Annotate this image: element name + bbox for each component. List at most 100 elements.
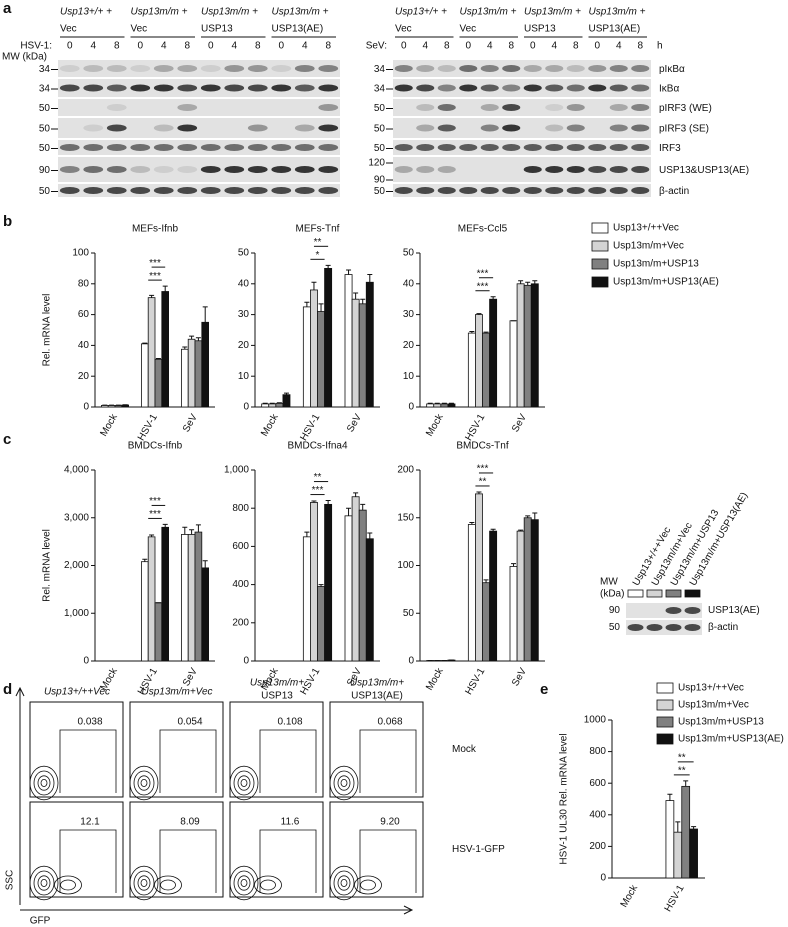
column-header: Usp13+/++Vec <box>44 687 110 698</box>
y-tick-label: 30 <box>403 309 415 320</box>
contour <box>340 879 348 888</box>
y-tick-label: 40 <box>238 278 250 289</box>
chart-title: MEFs-Tnf <box>296 224 340 235</box>
band <box>545 104 564 111</box>
band <box>665 624 682 631</box>
mw-header: MW (kDa) <box>2 52 47 63</box>
band <box>130 84 151 92</box>
mw-header: (kDa) <box>600 589 624 600</box>
error-bar <box>189 529 195 535</box>
band <box>416 104 435 111</box>
error-bar <box>304 531 310 537</box>
band <box>609 166 628 173</box>
y-tick-label: 0 <box>83 656 89 667</box>
contour <box>137 875 151 891</box>
band <box>416 166 435 173</box>
band <box>437 187 456 194</box>
flow-plot <box>329 801 424 898</box>
band <box>294 187 315 194</box>
mw-label: 50 <box>39 186 51 197</box>
error-bar <box>182 526 188 535</box>
band <box>502 65 521 72</box>
error-bar <box>142 342 148 344</box>
y-tick-label: 4,000 <box>64 465 89 476</box>
bar <box>140 343 149 408</box>
bar <box>310 289 318 408</box>
x-tick-label: Mock <box>98 411 120 438</box>
band <box>631 65 650 72</box>
band <box>224 187 245 194</box>
y-axis-label: HSV-1 UL30 Rel. mRNA level <box>559 733 570 864</box>
time-label: 8 <box>508 41 514 52</box>
legend-swatch <box>591 276 609 288</box>
blot-strip <box>626 620 702 635</box>
sig-stars: *** <box>149 271 161 282</box>
band <box>437 144 456 151</box>
band <box>83 144 104 151</box>
bar <box>447 403 456 408</box>
band <box>480 144 499 151</box>
band <box>271 144 292 151</box>
bar <box>344 515 353 662</box>
genotype-label: Usp13m/m + <box>131 7 188 18</box>
time-label: 4 <box>551 41 557 52</box>
band <box>545 144 564 151</box>
contour <box>233 870 255 896</box>
column-swatch <box>646 589 663 598</box>
panel-label: b <box>3 213 12 230</box>
band <box>502 124 521 132</box>
error-bar <box>490 528 496 532</box>
gate-value: 12.1 <box>80 817 100 828</box>
bar <box>516 530 525 662</box>
mw-label: 50 <box>609 622 621 633</box>
contour <box>60 879 76 891</box>
y-tick-label: 2,000 <box>64 560 89 571</box>
y-tick-label: 200 <box>232 617 249 628</box>
bar <box>261 403 270 408</box>
bar <box>475 314 483 408</box>
legend-swatch <box>591 240 609 252</box>
y-tick-label: 100 <box>72 248 89 259</box>
y-tick-label: 10 <box>238 371 250 382</box>
band <box>394 166 413 173</box>
column-header: USP13 <box>261 691 293 702</box>
band <box>437 84 456 92</box>
gate <box>59 729 117 793</box>
error-bar <box>182 346 188 350</box>
band <box>631 104 650 111</box>
band <box>416 187 435 194</box>
time-label: 0 <box>208 41 214 52</box>
stimulus-label: HSV-1: <box>20 41 52 52</box>
error-bar <box>283 392 289 395</box>
sig-stars: ** <box>678 765 686 776</box>
band <box>247 166 268 173</box>
treatment-label: Vec <box>60 24 77 35</box>
mw-label: 50 <box>374 143 386 154</box>
band <box>177 144 198 151</box>
column-swatch <box>627 589 644 598</box>
panel-label: c <box>3 431 11 448</box>
band <box>665 607 682 614</box>
chart-title: MEFs-Ccl5 <box>458 224 508 235</box>
mw-label: 50 <box>374 124 386 135</box>
band <box>480 104 499 111</box>
row-label: USP13&USP13(AE) <box>659 165 749 176</box>
x-tick-label: HSV-1 <box>136 412 160 443</box>
error-bar <box>490 296 496 300</box>
sig-stars: *** <box>312 485 324 496</box>
blot-strip <box>58 184 340 197</box>
band <box>523 144 542 151</box>
time-label: 8 <box>444 41 450 52</box>
band <box>646 624 663 631</box>
flow-plot <box>129 701 224 798</box>
x-arrow <box>20 905 414 915</box>
band <box>437 65 456 72</box>
row-label: Mock <box>452 744 477 755</box>
row-label: IκBα <box>659 84 679 95</box>
band <box>59 166 80 173</box>
band <box>394 144 413 151</box>
error-bar <box>311 281 317 290</box>
y-tick-label: 1,000 <box>224 465 249 476</box>
band <box>106 144 127 151</box>
bar <box>310 502 318 662</box>
